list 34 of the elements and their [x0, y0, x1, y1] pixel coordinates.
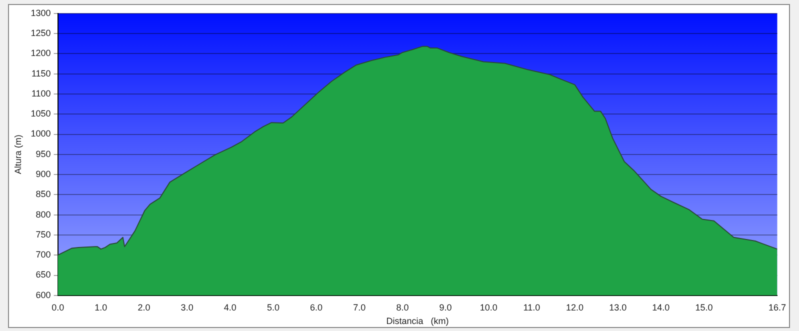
y-tick-label: 950 [36, 148, 51, 159]
x-tick-label: 2.0 [138, 302, 150, 312]
y-tick-label: 600 [36, 290, 51, 300]
x-tick-label: 11.0 [523, 302, 540, 312]
x-tick-label: 8.0 [396, 302, 409, 312]
y-tick-label: 1000 [30, 128, 51, 139]
y-tick-label: 650 [36, 270, 51, 280]
y-tick-label: 1050 [30, 108, 51, 119]
y-tick-label: 750 [36, 229, 51, 240]
y-tick-label: 1250 [30, 28, 51, 38]
x-tick-label: 9.0 [439, 302, 452, 312]
y-axis-title: Altura (m) [12, 134, 23, 174]
y-tick-label: 1150 [31, 68, 51, 78]
y-tick-label: 1100 [31, 88, 51, 98]
y-tick-label: 850 [36, 189, 51, 200]
y-tick-label: 800 [36, 209, 51, 220]
x-tick-label: 12.0 [566, 302, 584, 312]
x-tick-label: 0.0 [52, 302, 64, 312]
y-tick-label: 900 [36, 169, 51, 180]
x-tick-label: 15.0 [695, 302, 713, 312]
x-tick-label: 4.0 [224, 302, 236, 312]
x-tick-label: 6.0 [310, 302, 323, 312]
x-tick-label: 14.0 [652, 302, 670, 312]
x-tick-label: 1.0 [94, 302, 108, 312]
x-tick-label: 7.0 [353, 302, 366, 312]
y-tick-label: 1300 [30, 8, 51, 18]
x-tick-label: 3.0 [180, 302, 194, 312]
y-tick-label: 700 [36, 250, 51, 260]
x-tick-label: 5.0 [266, 302, 280, 312]
x-tick-label: 13.0 [609, 302, 627, 312]
y-tick-label: 1200 [30, 48, 51, 58]
x-axis-title: Distancia (km) [386, 316, 449, 326]
x-tick-label: 10.0 [480, 302, 498, 312]
x-tick-label: 16.7 [768, 302, 786, 312]
